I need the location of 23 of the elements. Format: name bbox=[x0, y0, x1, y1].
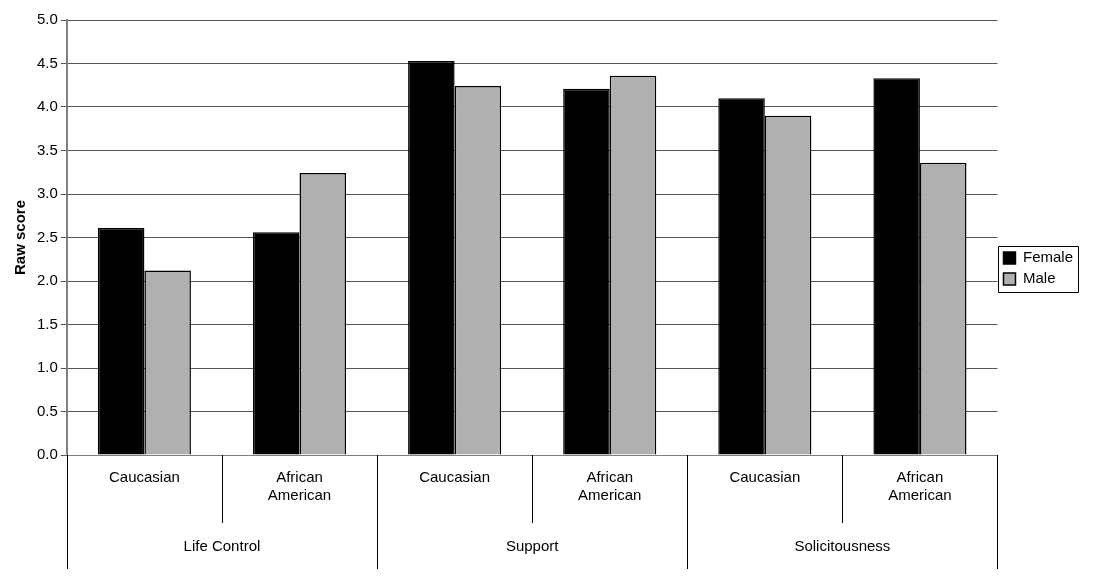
x-tick-label: Caucasian bbox=[729, 468, 801, 486]
y-tick-label: 5.0 bbox=[36, 10, 58, 28]
y-tick-label: 4.0 bbox=[36, 97, 58, 115]
text: Life Control bbox=[183, 537, 261, 555]
y-tick-label: 0.5 bbox=[36, 401, 58, 419]
y-tick-label: 0.0 bbox=[36, 445, 58, 463]
x-tick-label: African American bbox=[267, 468, 332, 504]
y-axis-title: Raw score bbox=[11, 199, 29, 276]
legend-label: Male bbox=[1022, 269, 1056, 287]
y-tick-label: 1.0 bbox=[36, 358, 58, 376]
x-tick-label: Caucasian bbox=[108, 468, 180, 486]
text: Support bbox=[505, 537, 560, 555]
x-tick-label: African American bbox=[888, 468, 952, 504]
x-tick-label: African American bbox=[578, 468, 642, 504]
legend-label: Female bbox=[1022, 248, 1074, 266]
y-tick-label: 4.5 bbox=[36, 53, 58, 71]
y-tick-label: 1.5 bbox=[36, 314, 58, 332]
y-tick-label: 2.5 bbox=[36, 227, 58, 245]
y-tick-label: 3.0 bbox=[36, 184, 58, 202]
x-tick-label: Caucasian bbox=[419, 468, 491, 486]
y-tick-label: 3.5 bbox=[36, 140, 58, 158]
y-tick-label: 2.0 bbox=[36, 271, 58, 289]
text: Solicitousness bbox=[794, 537, 891, 555]
